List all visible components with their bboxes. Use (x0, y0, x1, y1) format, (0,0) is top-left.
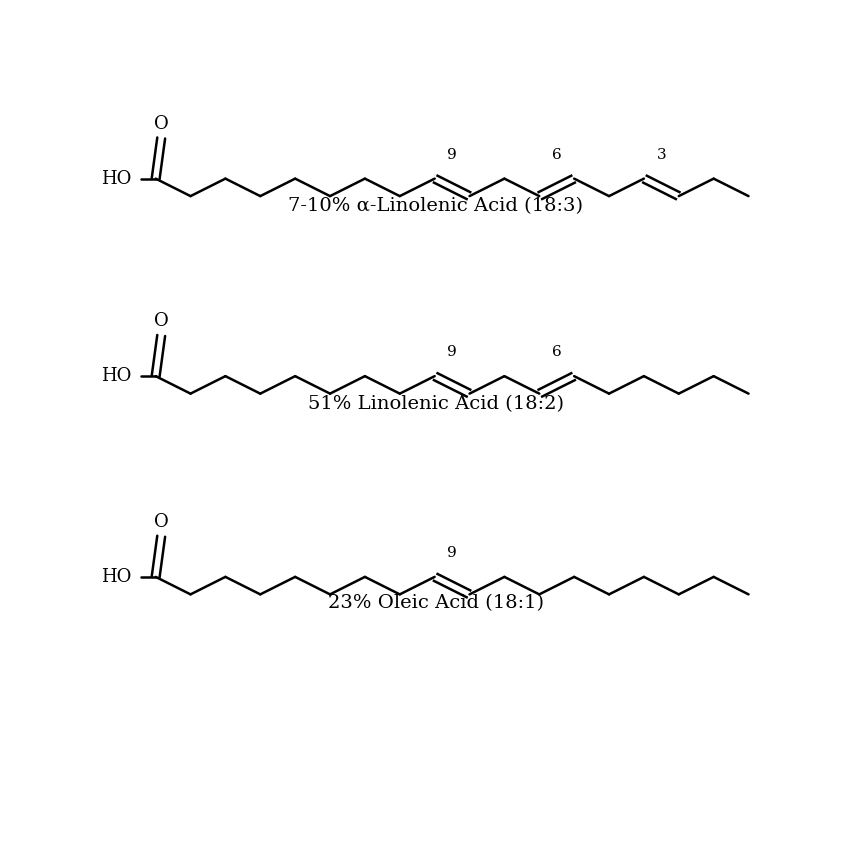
Text: HO: HO (101, 568, 131, 586)
Text: O: O (154, 513, 168, 531)
Text: 9: 9 (447, 546, 457, 560)
Text: 6: 6 (552, 346, 562, 359)
Text: 9: 9 (447, 148, 457, 161)
Text: HO: HO (101, 170, 131, 188)
Text: 51% Linolenic Acid (18:2): 51% Linolenic Acid (18:2) (308, 395, 564, 414)
Text: 23% Oleic Acid (18:1): 23% Oleic Acid (18:1) (327, 595, 544, 612)
Text: O: O (154, 312, 168, 331)
Text: 3: 3 (656, 148, 666, 161)
Text: O: O (154, 114, 168, 133)
Text: 7-10% α-Linolenic Acid (18:3): 7-10% α-Linolenic Acid (18:3) (288, 197, 583, 214)
Text: 6: 6 (552, 148, 562, 161)
Text: HO: HO (101, 368, 131, 385)
Text: 9: 9 (447, 346, 457, 359)
